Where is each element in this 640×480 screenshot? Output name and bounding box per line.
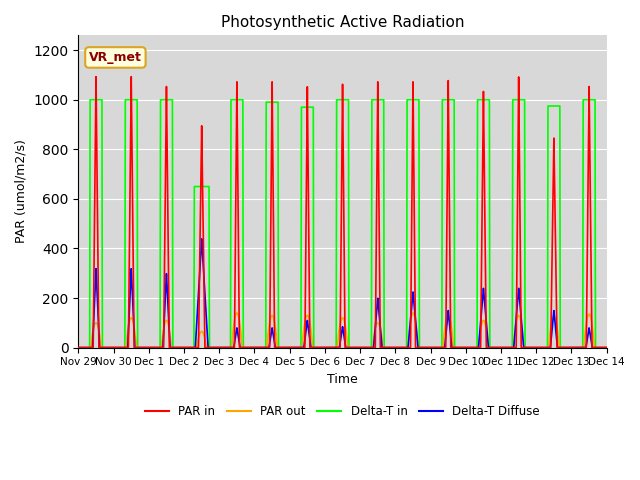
Y-axis label: PAR (umol/m2/s): PAR (umol/m2/s) [15,140,28,243]
X-axis label: Time: Time [327,373,358,386]
Title: Photosynthetic Active Radiation: Photosynthetic Active Radiation [221,15,464,30]
Legend: PAR in, PAR out, Delta-T in, Delta-T Diffuse: PAR in, PAR out, Delta-T in, Delta-T Dif… [141,400,545,423]
Text: VR_met: VR_met [89,51,142,64]
